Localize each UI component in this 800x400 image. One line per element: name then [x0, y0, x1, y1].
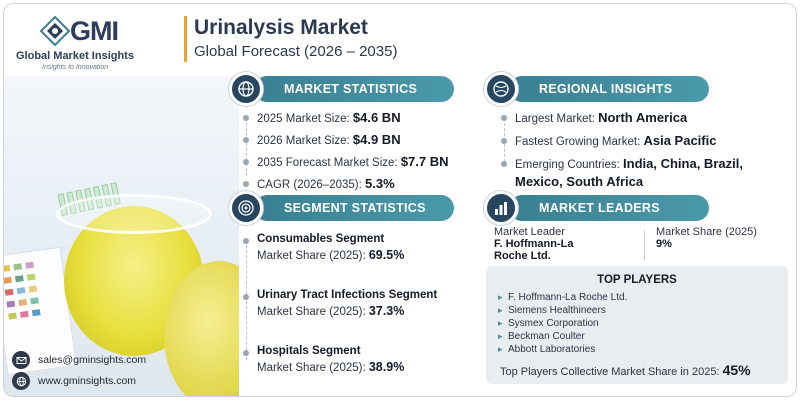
market-leader-info: Market Leader F. Hoffmann-La Roche Ltd. [494, 226, 573, 262]
segment-share-label: Market Share (2025): [257, 306, 369, 318]
player-item: Abbott Laboratories [498, 344, 595, 355]
player-item: F. Hoffmann-La Roche Ltd. [498, 292, 627, 303]
region-value: Asia Pacific [643, 133, 717, 148]
region-value: North America [598, 110, 688, 125]
segment-item: Hospitals Segment Market Share (2025): 3… [243, 345, 437, 385]
stat-row: 2026 Market Size: $4.9 BN [243, 132, 449, 154]
region-row: Largest Market: North America [501, 110, 743, 133]
regional-insights-heading: REGIONAL INSIGHTS [509, 76, 709, 102]
region-value: India, China, Brazil, [623, 156, 743, 171]
region-label: Largest Market: [515, 113, 599, 125]
market-stats-list: 2025 Market Size: $4.6 BN 2026 Market Si… [243, 110, 449, 198]
segment-share-label: Market Share (2025): [257, 362, 369, 374]
region-row: Emerging Countries: India, China, Brazil… [501, 156, 743, 174]
target-icon [229, 191, 263, 225]
regional-insights-heading-text: REGIONAL INSIGHTS [539, 82, 673, 96]
segment-title: Hospitals Segment [257, 345, 361, 357]
stat-value: 5.3% [365, 176, 395, 191]
website-contact[interactable]: www.gminsights.com [12, 372, 182, 390]
segment-timeline [246, 240, 247, 360]
stat-label: 2025 Market Size: [257, 113, 353, 125]
page-title: Urinalysis Market [194, 16, 368, 39]
stats-timeline [246, 118, 247, 176]
leader-divider [644, 230, 645, 260]
top-players-panel: TOP PLAYERS F. Hoffmann-La Roche Ltd. Si… [486, 266, 788, 384]
stat-label: CAGR (2026–2035): [257, 179, 366, 191]
page-subtitle: Global Forecast (2026 – 2035) [194, 43, 398, 60]
segment-share-label: Market Share (2025): [257, 250, 369, 262]
segment-title: Urinary Tract Infections Segment [257, 289, 438, 301]
globe-link-icon [12, 372, 30, 390]
stat-value: $4.6 BN [352, 110, 401, 125]
globe-chart-icon [229, 72, 263, 106]
leader-share-value: 9% [656, 238, 672, 250]
collective-share-label: Top Players Collective Market Share in 2… [500, 366, 723, 378]
title-accent-bar [184, 16, 187, 62]
brand-name: Global Market Insights [16, 50, 134, 62]
website-text[interactable]: www.gminsights.com [38, 375, 137, 387]
collective-share: Top Players Collective Market Share in 2… [500, 362, 751, 378]
logo-text: GMI [70, 16, 119, 46]
bar-chart-icon [484, 191, 518, 225]
regional-insights-list: Largest Market: North America Fastest Gr… [501, 110, 743, 192]
segment-share-value: 37.3% [368, 304, 405, 318]
segment-share: Market Share (2025): 69.5% [257, 248, 437, 262]
segment-title: Consumables Segment [257, 233, 385, 245]
market-statistics-heading: MARKET STATISTICS [254, 76, 454, 102]
gmi-logo-icon [40, 16, 70, 46]
market-leader-name: F. Hoffmann-La [494, 238, 574, 250]
player-item: Sysmex Corporation [498, 318, 599, 329]
stat-label: 2035 Forecast Market Size: [257, 157, 401, 169]
segment-share-value: 69.5% [368, 248, 405, 262]
region-label: Fastest Growing Market: [515, 136, 644, 148]
mail-icon [12, 351, 30, 369]
collective-share-value: 45% [722, 362, 751, 378]
player-item: Beckman Coulter [498, 331, 585, 342]
stat-row: 2035 Forecast Market Size: $7.7 BN [243, 154, 449, 176]
segment-list: Consumables Segment Market Share (2025):… [243, 233, 437, 385]
market-leaders-heading-text: MARKET LEADERS [539, 201, 660, 215]
stat-value: $7.7 BN [400, 154, 449, 169]
sample-cup-rim [56, 194, 212, 234]
urine-sample-photo [4, 76, 239, 396]
email-text[interactable]: sales@gminsights.com [38, 354, 147, 366]
market-leader-label: Market Leader [494, 226, 565, 238]
player-item: Siemens Healthineers [498, 305, 606, 316]
region-row-cont: Mexico, South Africa [501, 174, 743, 192]
stat-row: CAGR (2026–2035): 5.3% [243, 176, 449, 198]
stat-label: 2026 Market Size: [257, 135, 353, 147]
segment-share: Market Share (2025): 38.9% [257, 360, 437, 374]
market-statistics-heading-text: MARKET STATISTICS [284, 82, 418, 96]
market-leaders-heading: MARKET LEADERS [509, 195, 709, 221]
region-value-cont: Mexico, South Africa [515, 174, 644, 189]
region-row: Fastest Growing Market: Asia Pacific [501, 133, 743, 156]
segment-statistics-heading-text: SEGMENT STATISTICS [284, 201, 426, 215]
top-players-title: TOP PLAYERS [597, 274, 677, 286]
segment-statistics-heading: SEGMENT STATISTICS [254, 195, 454, 221]
infographic-frame: GMI Global Market Insights Insights to I… [3, 3, 797, 397]
brand-tagline: Insights to Innovation [42, 64, 109, 71]
email-contact[interactable]: sales@gminsights.com [12, 351, 182, 369]
leader-share: Market Share (2025) 9% [656, 226, 757, 250]
segment-share: Market Share (2025): 37.3% [257, 304, 437, 318]
gmi-logo: GMI Global Market Insights Insights to I… [12, 12, 162, 76]
market-leader-name-cont: Roche Ltd. [494, 250, 551, 262]
segment-item: Consumables Segment Market Share (2025):… [243, 233, 437, 289]
stat-value: $4.9 BN [352, 132, 401, 147]
globe-icon [484, 72, 518, 106]
segment-share-value: 38.9% [368, 360, 405, 374]
region-label: Emerging Countries: [515, 159, 624, 171]
stat-row: 2025 Market Size: $4.6 BN [243, 110, 449, 132]
segment-item: Urinary Tract Infections Segment Market … [243, 289, 437, 345]
leader-share-label: Market Share (2025) [656, 226, 757, 238]
